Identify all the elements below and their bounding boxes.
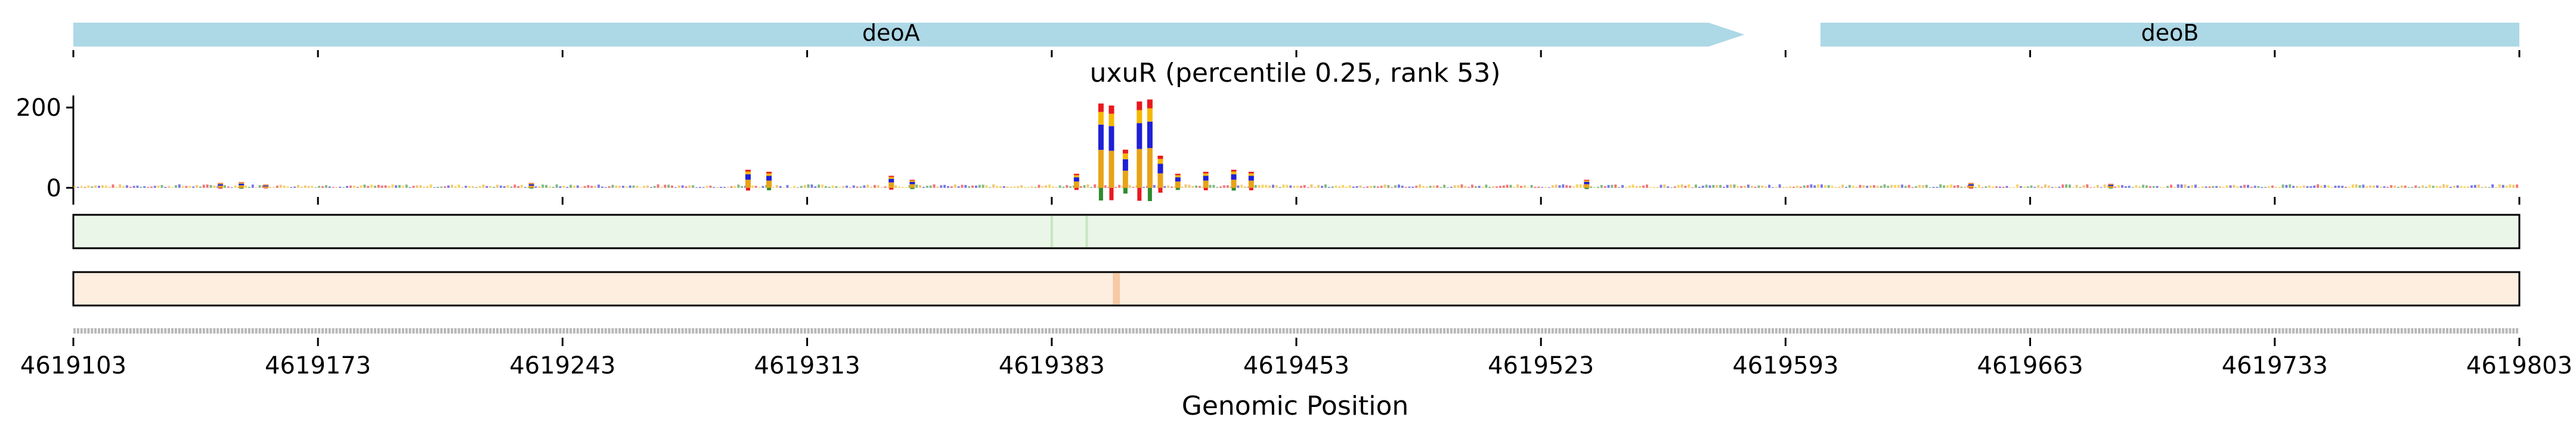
logo-peak-16: [1203, 171, 1209, 190]
y-tick-label-1: 200: [16, 94, 61, 122]
logo-peak-18: [1248, 171, 1254, 190]
logo-peak-5: [766, 171, 772, 190]
logo-peak-21: [2108, 184, 2114, 189]
gene-arrow-deoB: [1820, 23, 2519, 47]
x-tick-label-1: 4619173: [265, 352, 371, 379]
logo-baseline: [73, 184, 2519, 188]
logo-peak-17: [1231, 169, 1237, 191]
sequence-strip: [73, 328, 2519, 334]
track1-highlight-1: [1085, 216, 1088, 247]
logo-peak-6: [888, 175, 894, 190]
track2-highlight-1: [1116, 273, 1120, 304]
signal-track-orange: [72, 271, 2521, 307]
x-tick-label-2: 4619243: [509, 352, 615, 379]
logo-peak-8: [1073, 174, 1079, 190]
logo-peak-2: [263, 184, 269, 189]
x-tick-label-5: 4619453: [1243, 352, 1349, 379]
track1-box: [72, 214, 2521, 249]
x-tick-label-4: 4619383: [999, 352, 1105, 379]
logo-peak-0: [218, 183, 224, 189]
logo-peak-13: [1147, 99, 1153, 202]
logo-peak-7: [909, 180, 915, 189]
track2-highlight-0: [1113, 273, 1117, 304]
logo-peak-12: [1137, 101, 1143, 201]
sequence-logo-track: 0 200: [16, 94, 2521, 205]
logo-peak-11: [1122, 149, 1128, 194]
track2-box: [72, 271, 2521, 307]
x-tick-label-3: 4619313: [754, 352, 860, 379]
x-tick-label-6: 4619523: [1488, 352, 1594, 379]
gene-arrow-deoA: [73, 23, 1745, 47]
x-tick-label-9: 4619733: [2222, 352, 2328, 379]
x-tick-label-0: 4619103: [20, 352, 126, 379]
logo-peak-1: [239, 182, 244, 189]
track1-highlight-0: [1050, 216, 1053, 247]
logo-peak-9: [1098, 103, 1104, 201]
logo-peak-14: [1157, 155, 1163, 193]
x-tick-label-7: 4619593: [1732, 352, 1838, 379]
gene-annotation-track: deoA deoB: [73, 20, 2519, 47]
x-axis: 4619103 4619173 4619243 4619313 4619383 46194…: [20, 338, 2572, 379]
gene-label-deoA: deoA: [862, 20, 920, 46]
logo-peak-3: [528, 183, 534, 189]
x-axis-label: Genomic Position: [1182, 391, 1409, 421]
y-tick-label-0: 0: [47, 175, 61, 202]
logo-peak-10: [1109, 105, 1114, 200]
logo-peak-15: [1175, 174, 1181, 190]
signal-track-green: [72, 214, 2521, 249]
logo-peak-20: [1968, 183, 1974, 189]
x-tick-label-8: 4619663: [1977, 352, 2083, 379]
chart-title: uxuR (percentile 0.25, rank 53): [1089, 58, 1500, 88]
logo-peak-4: [745, 169, 751, 191]
logo-peak-19: [1584, 180, 1590, 189]
gene-track-axis: [72, 50, 2521, 57]
x-tick-label-10: 4619803: [2466, 352, 2572, 379]
gene-label-deoB: deoB: [2141, 20, 2199, 46]
